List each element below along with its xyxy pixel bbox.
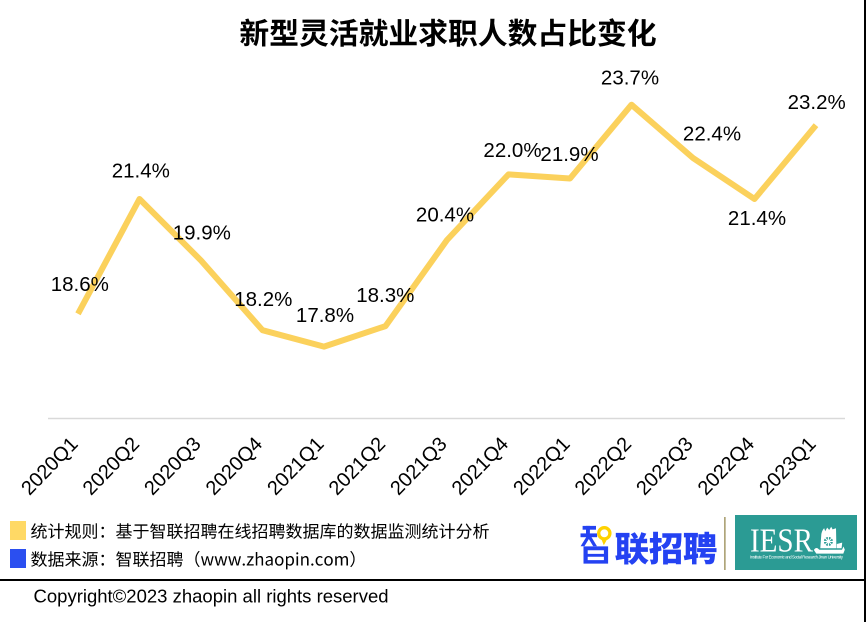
svg-text:17.8%: 17.8%: [296, 304, 354, 327]
svg-text:21.4%: 21.4%: [728, 207, 786, 230]
svg-text:Institute For Economic and Soc: Institute For Economic and Social Resear…: [750, 555, 844, 560]
svg-text:22.4%: 22.4%: [683, 123, 741, 146]
svg-text:Copyright©2023 zhaopin all rig: Copyright©2023 zhaopin all rights reserv…: [34, 586, 389, 607]
svg-text:21.4%: 21.4%: [112, 160, 170, 183]
svg-text:18.2%: 18.2%: [234, 288, 292, 311]
svg-text:IESR: IESR: [750, 523, 813, 560]
svg-text:18.3%: 18.3%: [356, 284, 414, 307]
svg-text:23.7%: 23.7%: [601, 66, 659, 89]
svg-text:23.2%: 23.2%: [788, 91, 846, 114]
svg-text:21.9%: 21.9%: [540, 143, 598, 166]
svg-text:22.0%: 22.0%: [483, 139, 541, 162]
svg-text:20.4%: 20.4%: [416, 204, 474, 227]
svg-text:18.6%: 18.6%: [51, 273, 109, 296]
svg-text:19.9%: 19.9%: [173, 222, 231, 245]
